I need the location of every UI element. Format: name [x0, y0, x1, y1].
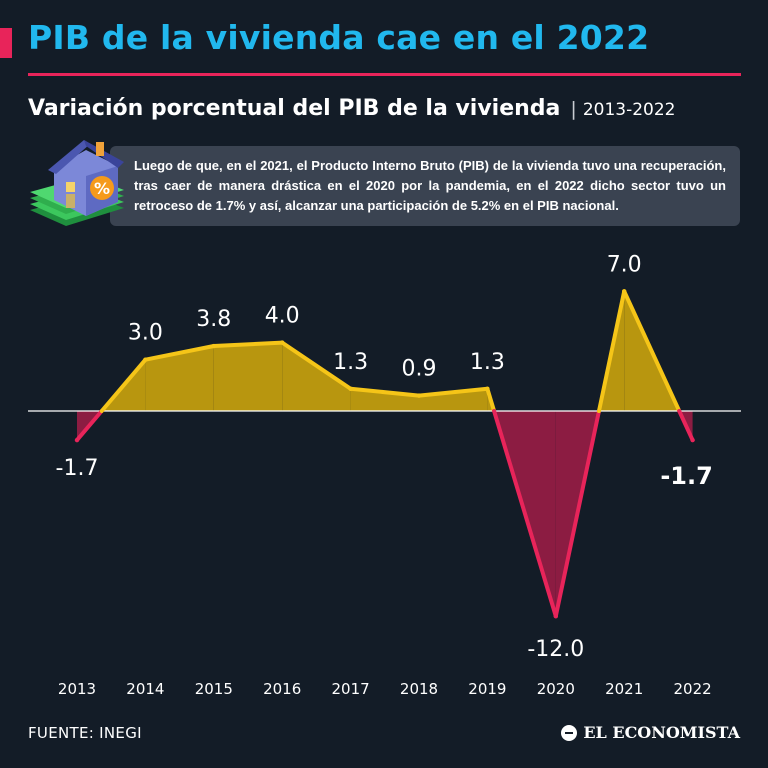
- positive-area-segment: [145, 346, 214, 411]
- data-point: [348, 386, 353, 391]
- positive-line-segment: [280, 340, 353, 391]
- subtitle-text: Variación porcentual del PIB de la vivie…: [28, 96, 561, 121]
- x-tick-label: 2017: [332, 680, 370, 698]
- el-economista-logo-icon: [561, 724, 578, 741]
- positive-line-segment: [348, 386, 421, 398]
- positive-line-segment: [211, 340, 285, 349]
- positive-line-segment: [597, 289, 627, 413]
- x-tick-label: 2020: [537, 680, 575, 698]
- chart-subtitle: Variación porcentual del PIB de la vivie…: [28, 96, 675, 121]
- value-label: 7.0: [607, 252, 642, 277]
- positive-line-segment: [99, 357, 148, 413]
- page-title: PIB de la vivienda cae en el 2022: [28, 18, 650, 57]
- x-tick-label: 2015: [195, 680, 233, 698]
- value-label: 1.3: [470, 350, 505, 375]
- note-box: Luego de que, en el 2021, el Producto In…: [110, 146, 740, 226]
- negative-line-segment: [677, 409, 695, 443]
- x-tick-label: 2021: [605, 680, 643, 698]
- title-accent-bar: [0, 28, 12, 58]
- positive-line-segment: [143, 344, 216, 362]
- positive-area-segment: [213, 342, 283, 411]
- value-label: -12.0: [527, 637, 584, 662]
- negative-line-segment: [553, 409, 601, 619]
- data-point: [74, 437, 80, 443]
- data-point: [280, 340, 285, 345]
- data-point: [211, 343, 216, 349]
- title-divider: [28, 73, 741, 76]
- svg-text:%: %: [94, 179, 110, 198]
- value-label: 3.8: [196, 307, 231, 332]
- value-label: -1.7: [56, 456, 99, 481]
- brand-logo: EL ECONOMISTA: [561, 723, 740, 742]
- value-label: 3.0: [128, 321, 163, 346]
- data-point: [553, 614, 558, 619]
- value-label: 1.3: [333, 350, 368, 375]
- subtitle-separator: |: [570, 98, 577, 120]
- data-point: [143, 357, 148, 362]
- positive-line-segment: [417, 386, 490, 398]
- x-tick-label: 2014: [126, 680, 164, 698]
- x-tick-label: 2019: [468, 680, 506, 698]
- data-point: [690, 437, 695, 443]
- source-note: FUENTE: INEGI: [28, 724, 142, 742]
- subtitle-date-range: 2013-2022: [582, 100, 676, 120]
- positive-line-segment: [485, 386, 497, 413]
- value-label: -1.7: [660, 462, 712, 490]
- negative-line-segment: [492, 409, 558, 619]
- brand-name: EL ECONOMISTA: [583, 723, 740, 742]
- x-tick-label: 2013: [58, 680, 96, 698]
- positive-area-segment: [282, 342, 351, 411]
- positive-line-segment: [622, 289, 682, 413]
- value-label: 0.9: [402, 357, 437, 382]
- value-label: 4.0: [265, 304, 300, 329]
- data-point: [416, 393, 422, 398]
- data-point: [622, 289, 627, 294]
- x-tick-label: 2018: [400, 680, 438, 698]
- note-text: Luego de que, en el 2021, el Producto In…: [134, 158, 726, 213]
- data-point: [485, 386, 490, 391]
- house-with-percent-icon: %: [30, 140, 124, 226]
- x-tick-label: 2022: [674, 680, 712, 698]
- negative-line-segment: [75, 409, 104, 443]
- x-tick-label: 2016: [263, 680, 301, 698]
